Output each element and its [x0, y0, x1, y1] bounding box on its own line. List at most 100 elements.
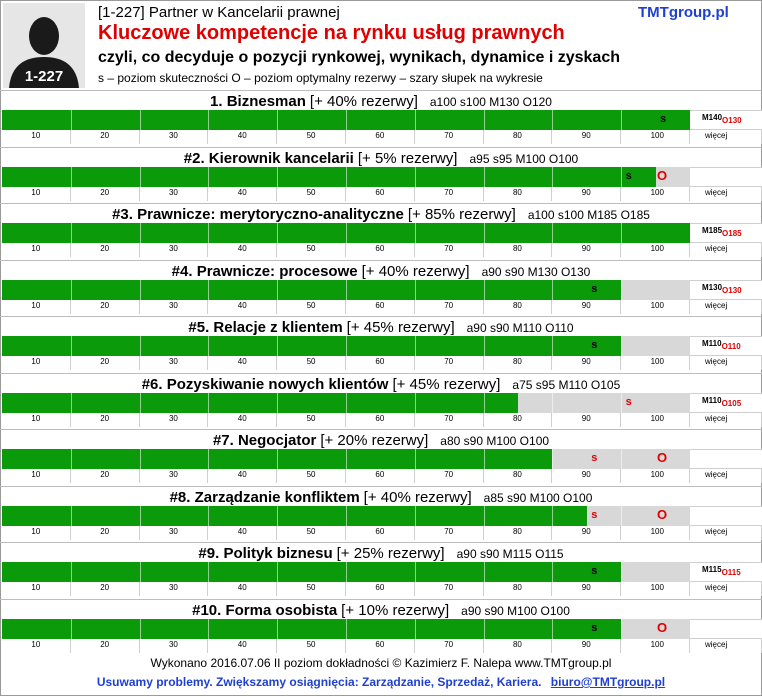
tick-label: 60 — [375, 639, 385, 649]
tick-label: więcej — [705, 357, 728, 366]
brand-link[interactable]: TMTgroup.pl — [638, 4, 729, 21]
avatar: 1-227 — [3, 3, 85, 88]
tick-label: 10 — [31, 526, 41, 536]
grid-line — [139, 505, 141, 526]
tick-label: więcej — [705, 131, 728, 140]
tick-cell: 70 — [415, 130, 484, 144]
grid-line — [483, 505, 485, 526]
grid-line — [483, 223, 485, 243]
more-cell — [690, 505, 762, 526]
tick-cell: 20 — [71, 525, 140, 540]
tick-cell: 60 — [346, 412, 415, 427]
grid-line — [414, 505, 416, 526]
competency-name: #6. Pozyskiwanie nowych klientów — [141, 375, 389, 393]
more-cell — [690, 449, 762, 469]
tick-label: 60 — [375, 526, 385, 536]
tick-cell: 40 — [208, 638, 278, 653]
tick-label: 80 — [512, 300, 522, 310]
tick-label: 60 — [375, 357, 385, 366]
tick-cell: 60 — [346, 186, 415, 201]
grid-line — [346, 223, 347, 243]
tick-cell: 90 — [552, 130, 622, 144]
scale-ticks: 10 20 30 40 50 60 70 80 90 100 więcej — [0, 638, 762, 653]
scale-ticks: 10 20 30 40 50 60 70 80 90 100 więcej — [0, 186, 762, 201]
tick-cell: 10 — [2, 412, 71, 427]
tick-cell: więcej — [690, 638, 762, 653]
tick-label: 70 — [444, 244, 454, 253]
tick-cell: 80 — [484, 582, 553, 596]
tick-label: 60 — [375, 244, 385, 253]
tick-label: 50 — [306, 131, 316, 140]
grid-line — [346, 336, 347, 356]
tick-label: 10 — [31, 583, 41, 592]
tick-label: 100 — [650, 583, 664, 592]
tick-label: 20 — [100, 300, 110, 310]
tick-cell: 30 — [140, 130, 209, 144]
more-cell — [690, 392, 762, 413]
competency-section: #2. Kierownik kancelarii [+ 5% rezerwy] a9… — [0, 146, 762, 204]
tick-label: 100 — [650, 470, 664, 479]
tick-cell: 30 — [140, 638, 209, 653]
tick-cell: 100 — [621, 186, 690, 201]
tick-label: 60 — [375, 187, 385, 197]
grid-line — [621, 505, 623, 526]
tick-cell: 10 — [2, 638, 71, 653]
tick-cell: 70 — [415, 525, 484, 540]
tick-label: 40 — [237, 583, 247, 592]
grid-line — [346, 279, 347, 300]
competency-name: 1. Biznesman — [210, 93, 306, 110]
grid-line — [414, 279, 416, 300]
tick-cell: 40 — [208, 130, 278, 144]
section-title-row: #4. Prawnicze: procesowe [+ 40% rezerwy] a… — [0, 261, 762, 281]
grid-line — [208, 505, 210, 526]
tick-label: 90 — [581, 187, 591, 197]
tick-label: 30 — [168, 244, 178, 253]
tick-label: 50 — [306, 357, 316, 366]
grid-line — [139, 336, 141, 356]
effectiveness-marker: s — [625, 169, 632, 182]
tick-cell: więcej — [690, 582, 762, 596]
email-link[interactable]: biuro@TMTgroup.pl — [550, 675, 666, 689]
scale-ticks: 10 20 30 40 50 60 70 80 90 100 więcej — [0, 356, 762, 370]
section-title-row: #9. Polityk biznesu [+ 25% rezerwy] a90 s9… — [0, 543, 762, 563]
level-codes: a85 s90 M100 O100 — [483, 490, 593, 505]
level-codes: a90 s90 M110 O110 — [466, 321, 574, 335]
tick-label: 40 — [237, 131, 247, 140]
tick-cell: 30 — [140, 243, 209, 257]
tick-label: 80 — [512, 131, 522, 140]
competency-name: #7. Negocjator — [212, 432, 317, 449]
grid-line — [346, 562, 347, 582]
tick-label: 80 — [512, 583, 522, 592]
tick-label: 30 — [168, 470, 178, 479]
tick-label: 70 — [444, 131, 454, 140]
tick-cell: 80 — [484, 412, 553, 427]
avatar-code: 1-227 — [24, 68, 64, 85]
grid-line — [139, 392, 141, 413]
grid-line — [70, 618, 72, 639]
tick-label: 10 — [31, 413, 41, 423]
reserve-label: [+ 20% rezerwy] — [320, 432, 429, 449]
tick-cell: 20 — [71, 638, 140, 653]
tick-label: 90 — [581, 583, 591, 592]
competency-level-fill — [2, 166, 656, 187]
tick-label: 90 — [581, 413, 591, 423]
scale-ticks: 10 20 30 40 50 60 70 80 90 100 więcej — [0, 469, 762, 483]
grid-line — [139, 562, 141, 582]
competency-section: #9. Polityk biznesu [+ 25% rezerwy] a90 s9… — [0, 542, 762, 599]
grid-line — [552, 505, 554, 526]
tick-label: 70 — [444, 187, 454, 197]
tick-label: 40 — [237, 639, 247, 649]
tick-cell: 80 — [484, 186, 553, 201]
tick-label: 80 — [512, 357, 522, 366]
section-title-row: #7. Negocjator [+ 20% rezerwy] a80 s90 M10… — [0, 430, 762, 450]
tick-label: 50 — [306, 187, 316, 197]
tick-cell: 80 — [484, 638, 553, 653]
tick-cell: 50 — [277, 186, 346, 201]
tick-cell: 70 — [415, 243, 484, 257]
tick-label: 80 — [512, 413, 522, 423]
legend-text: s – poziom skuteczności O – poziom optym… — [98, 71, 543, 85]
tick-label: 90 — [581, 470, 591, 479]
reserve-label: [+ 5% rezerwy] — [357, 149, 458, 167]
